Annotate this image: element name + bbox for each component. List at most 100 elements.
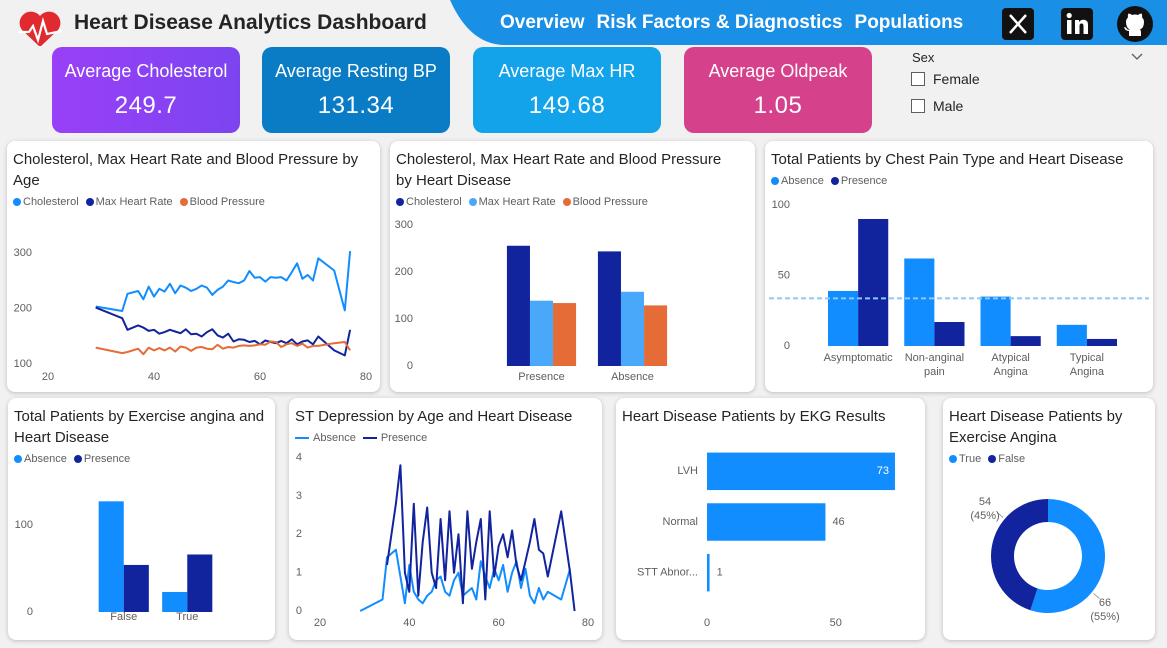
legend-marker <box>830 177 839 185</box>
legend-marker <box>362 437 377 439</box>
chart-card: 66 (55%) 54 (45%) Heart Disease Patients by … <box>943 398 1155 640</box>
legend-item: False <box>988 453 1025 465</box>
y-tick-label: 1 <box>296 567 302 579</box>
legend-label: Cholesterol <box>406 196 462 208</box>
category-label: LVH <box>677 465 698 477</box>
legend-label: Absence <box>313 432 356 444</box>
legend: True False <box>943 448 1155 465</box>
slicer-title: Sex <box>912 50 935 65</box>
legend-label: Absence <box>781 175 824 187</box>
y-tick-label: 100 <box>395 313 413 325</box>
y-tick-label: 50 <box>778 269 790 281</box>
chart-title: Total Patients by Chest Pain Type and He… <box>771 151 1124 168</box>
legend-marker <box>468 198 477 206</box>
series-line <box>95 340 351 356</box>
series-line <box>95 306 352 357</box>
checkbox[interactable] <box>911 72 925 86</box>
legend-marker <box>179 198 188 206</box>
legend-marker <box>949 455 957 463</box>
legend: Cholesterol Max Heart Rate Blood Pressure <box>390 191 755 208</box>
header-banner <box>450 0 1167 45</box>
kpi-label: Average Cholesterol <box>64 61 228 81</box>
y-tick-label: 200 <box>14 303 32 315</box>
slicer-option[interactable]: Male <box>911 98 963 114</box>
chart-card: 0 100 200 300 Cholesterol, Max Heart Rate an… <box>390 141 755 392</box>
category-label: Normal <box>663 516 698 528</box>
dashboard-title: Heart Disease Analytics Dashboard <box>74 11 427 34</box>
x-tick-label: 20 <box>314 617 326 629</box>
kpi-value: 249.7 <box>114 92 178 119</box>
legend-marker <box>85 198 94 206</box>
bar <box>529 300 554 366</box>
slicer-chevron[interactable] <box>1130 52 1144 62</box>
option-label: Male <box>933 98 964 114</box>
nav-link[interactable]: Populations <box>854 12 964 33</box>
legend-label: Presence <box>840 175 888 187</box>
category-label: Atypical Angina <box>977 351 1045 379</box>
legend-item: Blood Pressure <box>179 196 265 208</box>
chart-svg: 0 50 LVH 73 Normal 46 STT Abnor... 1 <box>637 452 895 629</box>
legend-item: Presence <box>830 175 888 187</box>
bar <box>980 296 1011 346</box>
legend: Absence Presence <box>8 448 275 465</box>
legend-label: False <box>998 453 1026 465</box>
series-line <box>359 548 572 612</box>
series-line <box>386 464 576 612</box>
nav-link[interactable]: Risk Factors & Diagnostics <box>596 12 843 33</box>
category-label: Asymptomatic <box>824 351 893 365</box>
category-text: Non-anginal pain <box>904 352 965 378</box>
bar <box>597 251 621 366</box>
legend-marker <box>396 198 404 206</box>
option-label: Female <box>933 71 980 87</box>
nav-link[interactable]: Overview <box>500 12 585 33</box>
chart-title: Heart Disease Patients by EKG Results <box>622 408 886 425</box>
legend-marker <box>988 455 997 463</box>
kpi-label: Average Resting BP <box>275 61 437 81</box>
bar <box>707 452 895 491</box>
legend-label: Absence <box>24 453 67 465</box>
checkbox[interactable] <box>911 99 925 113</box>
bar <box>98 501 124 612</box>
category-label: Absence <box>591 370 674 384</box>
bar <box>644 305 668 366</box>
legend-item: True <box>949 453 981 465</box>
legend-label: Presence <box>83 453 131 465</box>
x-tick-label: 40 <box>403 617 415 629</box>
x-icon[interactable] <box>1002 8 1034 40</box>
slicer-option[interactable]: Female <box>911 71 980 87</box>
legend-label: Cholesterol <box>23 196 79 208</box>
category-label: Non-anginal pain <box>900 351 968 379</box>
legend: Cholesterol Max Heart Rate Blood Pressure <box>7 191 380 208</box>
legend-item: Cholesterol <box>396 196 462 208</box>
kpi-value: 149.68 <box>528 92 606 119</box>
bar <box>707 553 710 592</box>
legend-marker <box>73 455 82 463</box>
bar <box>934 322 965 346</box>
legend-marker <box>13 198 21 206</box>
bar <box>553 303 577 366</box>
category-text: Presence <box>518 371 565 383</box>
chart-svg: 0 100 200 300 <box>395 219 668 372</box>
header-graphics <box>18 0 1167 46</box>
bar <box>506 245 530 366</box>
legend-marker <box>14 455 22 463</box>
legend: Absence Presence <box>289 427 602 444</box>
legend-item: Max Heart Rate <box>468 196 556 208</box>
chart-card: 0 50 LVH 73 Normal 46 STT Abnor... 1 Heart Disea… <box>616 398 925 640</box>
bar <box>904 258 935 346</box>
chart-svg: 100 200 300 20 40 60 80 <box>14 247 372 383</box>
donut-slice <box>1030 499 1105 613</box>
chart-card: 0 100 Total Patients by Exercise angina an… <box>8 398 275 640</box>
y-tick-label: 0 <box>27 606 33 618</box>
kpi-card: Average Oldpeak 1.05 <box>684 47 872 133</box>
chart-title: Cholesterol, Max Heart Rate and Blood Pr… <box>13 151 359 189</box>
github-icon[interactable] <box>1117 6 1153 42</box>
category-label: STT Abnor... <box>637 567 698 579</box>
linkedin-icon[interactable] <box>1061 8 1093 40</box>
category-label: Typical Angina <box>1053 351 1121 379</box>
legend-item: Max Heart Rate <box>85 196 173 208</box>
category-text: Typical Angina <box>1069 352 1104 378</box>
category-label: Presence <box>500 370 583 384</box>
x-tick-label: 80 <box>582 617 594 629</box>
